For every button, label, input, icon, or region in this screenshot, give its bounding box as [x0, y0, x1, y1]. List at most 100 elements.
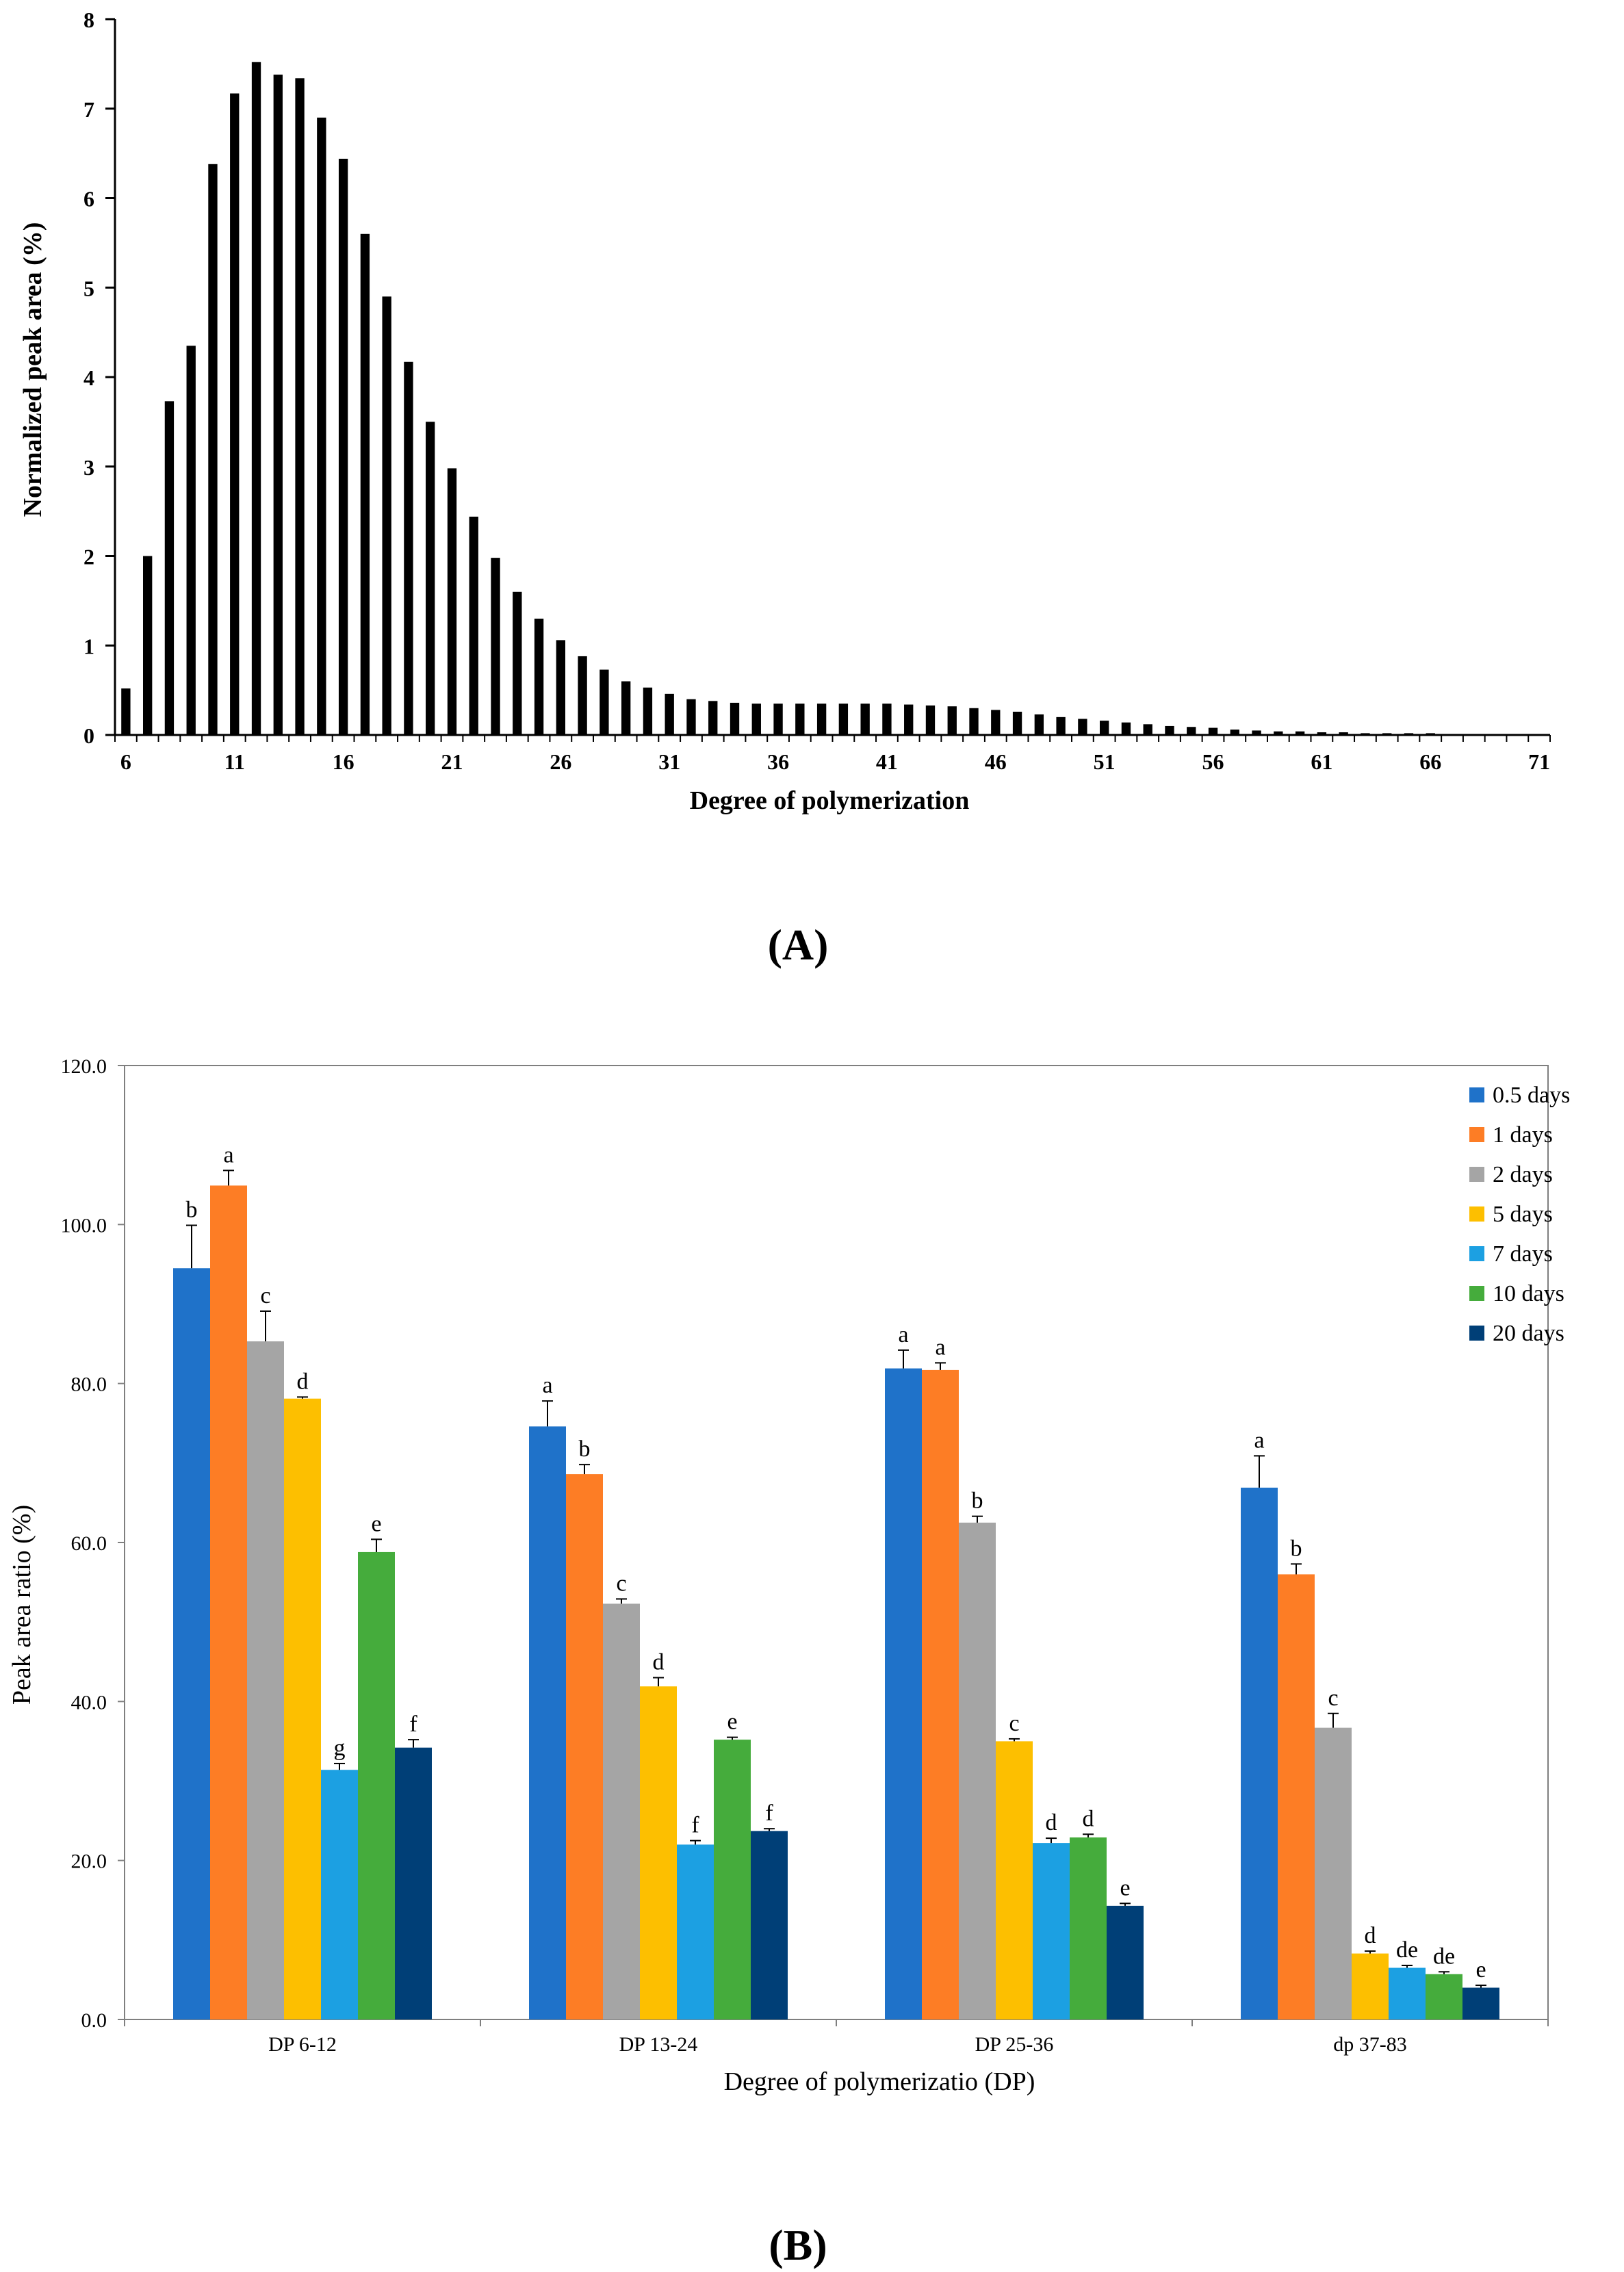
panel-a-bar [317, 117, 326, 735]
panel-b-bar [677, 1844, 714, 2019]
panel-b-significance-letter: f [691, 1813, 699, 1838]
panel-b-significance-letter: f [409, 1712, 417, 1737]
panel-b-bar [210, 1185, 247, 2019]
panel-b-bar [1070, 1837, 1107, 2019]
panel-b-legend-label: 7 days [1493, 1241, 1553, 1267]
panel-a-bar [142, 556, 153, 735]
panel-a-bar [773, 703, 783, 735]
panel-b-significance-letter: d [297, 1369, 309, 1394]
panel-a-bar [1012, 712, 1022, 735]
panel-a-y-tick-label: 7 [83, 97, 94, 122]
panel-b-bar [529, 1426, 566, 2019]
panel-a-bar [708, 701, 718, 735]
panel-b-legend-label: 20 days [1493, 1321, 1564, 1346]
panel-b-significance-letter: d [1046, 1810, 1057, 1835]
panel-a-bar [1187, 727, 1196, 735]
panel-b-bar [1426, 1974, 1462, 2019]
panel-a-bar [860, 703, 870, 735]
panel-a-bar [1317, 732, 1327, 735]
panel-a-bar [251, 62, 261, 735]
panel-a-bar [208, 164, 218, 735]
panel-b-bar [1389, 1967, 1426, 2019]
panel-a-x-tick-label: 41 [876, 749, 898, 774]
panel-b-caption: (B) [769, 2221, 827, 2269]
panel-a-x-tick-label: 31 [658, 749, 680, 774]
panel-b-significance-letter: d [1083, 1806, 1094, 1831]
panel-a-y-tick-label: 4 [83, 365, 94, 390]
panel-a-bar [1121, 722, 1131, 735]
panel-b-bar [1278, 1574, 1315, 2019]
panel-b-bar [996, 1741, 1033, 2019]
panel-a-bar [230, 93, 240, 735]
panel-a-y-tick-label: 5 [83, 276, 94, 300]
panel-a-bar [186, 346, 196, 735]
panel-a-bar [1230, 730, 1239, 735]
panel-a-x-tick-label: 61 [1311, 749, 1332, 774]
panel-b-y-tick-label: 0.0 [81, 2009, 107, 2032]
panel-b-x-tick-label: DP 6-12 [268, 2033, 337, 2056]
panel-b-significance-letter: de [1396, 1937, 1418, 1963]
panel-b-y-tick-label: 80.0 [71, 1373, 107, 1396]
panel-a-caption: (A) [768, 920, 829, 969]
panel-a-bar [273, 75, 283, 735]
panel-a-bar [969, 708, 979, 735]
panel-a-bar [164, 401, 175, 735]
panel-b-legend-swatch [1469, 1087, 1484, 1102]
panel-a-bar [925, 705, 936, 735]
panel-b-significance-letter: e [1120, 1875, 1130, 1900]
panel-a-x-tick-label: 56 [1202, 749, 1224, 774]
panel-a-bar [556, 640, 566, 735]
panel-b-bar [284, 1398, 321, 2019]
panel-b-bar [1033, 1843, 1070, 2019]
panel-b-significance-letter: b [579, 1436, 591, 1462]
panel-b-y-ticks: 0.0 20.0 40.0 60.0 80.0 100.0 120.0 [61, 1055, 125, 2032]
panel-b-significance-letter: c [1009, 1711, 1019, 1736]
panel-b-significance-letter: a [1254, 1428, 1264, 1453]
panel-b-bar [1462, 1987, 1499, 2019]
panel-b-bar [1352, 1953, 1389, 2019]
panel-b-bar [173, 1268, 210, 2019]
panel-a-bar [991, 710, 1001, 735]
panel-b-legend-swatch [1469, 1206, 1484, 1222]
panel-b-legend-swatch [1469, 1286, 1484, 1301]
panel-a-bar [838, 703, 849, 735]
panel-b-y-tick-label: 20.0 [71, 1850, 107, 1873]
panel-b-x-ticks: DP 6-12 DP 13-24 DP 25-36 dp 37-83 [124, 2019, 1549, 2056]
panel-b-significance-letter: a [898, 1322, 908, 1347]
panel-a-bar [469, 516, 478, 735]
panel-b-significance-letter: a [223, 1142, 233, 1167]
panel-b-significance-letter: a [542, 1373, 552, 1398]
panel-a-x-ticks: 6 11 16 21 26 31 36 41 46 51 56 61 66 71 [114, 735, 1551, 774]
panel-a-bar [513, 591, 522, 735]
panel-a-bars [121, 62, 1544, 736]
panel-a-x-tick-label: 71 [1528, 749, 1550, 774]
panel-a-y-tick-label: 1 [83, 634, 94, 658]
panel-b-bar [321, 1770, 358, 2019]
panel-a-x-tick-label: 6 [120, 749, 131, 774]
panel-b-significance-letter: d [1365, 1923, 1376, 1948]
panel-a-x-tick-label: 26 [550, 749, 571, 774]
panel-a-x-axis-label: Degree of polymerization [690, 786, 970, 815]
panel-b-significance-letter: de [1433, 1944, 1455, 1969]
panel-a-bar [882, 703, 892, 735]
panel-a-bar [1208, 727, 1218, 735]
panel-a-bar [338, 158, 348, 736]
panel-a-bar [795, 703, 805, 735]
panel-b-legend-label: 10 days [1493, 1281, 1564, 1306]
panel-b-bar [640, 1686, 677, 2019]
panel-a-x-tick-label: 21 [441, 749, 463, 774]
panel-a-y-tick-label: 2 [83, 545, 94, 569]
panel-a-x-tick-label: 36 [767, 749, 789, 774]
panel-b-y-tick-label: 60.0 [71, 1532, 107, 1555]
panel-a-bar [578, 656, 587, 735]
panel-b-bar [247, 1341, 284, 2019]
panel-b-x-tick-label: dp 37-83 [1333, 2033, 1407, 2056]
panel-b-bar [358, 1551, 395, 2019]
panel-b-legend: 0.5 days 1 days 2 days 5 days 7 days 10 days 2… [1469, 1083, 1570, 1346]
panel-a-bar [1078, 719, 1087, 735]
panel-b-legend-label: 0.5 days [1493, 1083, 1570, 1108]
panel-a-bar [295, 78, 305, 736]
panel-b-bar [885, 1368, 922, 2019]
